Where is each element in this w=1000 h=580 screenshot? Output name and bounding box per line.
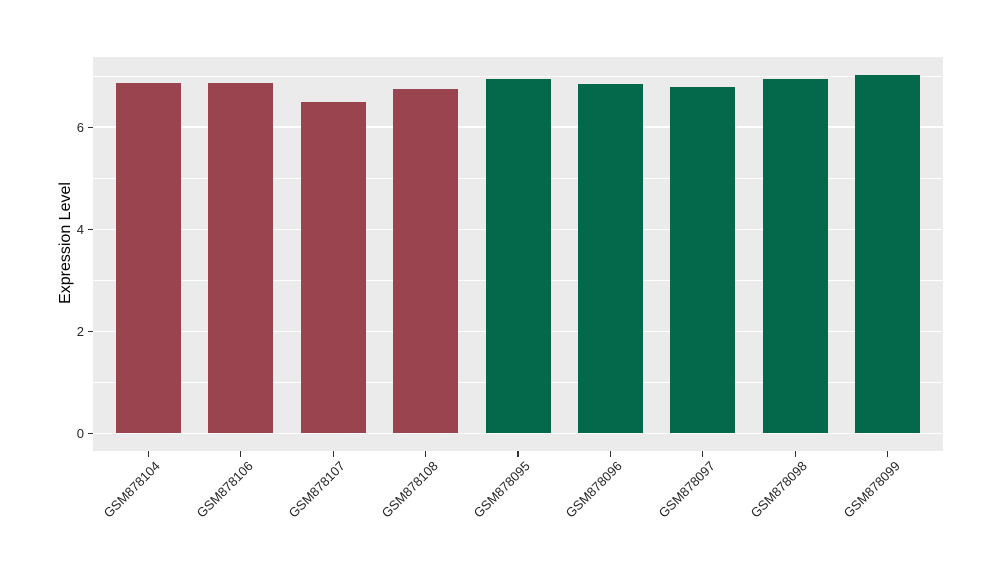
x-tick-label-GSM878104: GSM878104 [101,458,164,521]
bar-GSM878099 [855,74,921,434]
bar-GSM878098 [762,78,828,434]
x-tick-mark [424,451,427,457]
bar-GSM878096 [577,84,643,434]
y-tick-label: 6 [76,119,84,135]
x-tick-mark [886,451,889,457]
y-tick-label: 0 [76,426,84,441]
x-tick-mark [147,451,150,457]
x-tick-label-GSM878108: GSM878108 [378,458,441,521]
x-tick-mark [517,451,519,457]
major-gridline [93,432,943,435]
x-tick-label-GSM878096: GSM878096 [563,458,626,521]
x-tick-label-GSM878099: GSM878099 [840,458,903,521]
y-tick-mark [88,126,93,128]
x-tick-mark [609,451,612,457]
x-tick-label-GSM878107: GSM878107 [285,458,349,521]
x-tick-label-GSM878097: GSM878097 [655,458,718,521]
bar-GSM878097 [670,86,736,434]
y-tick-mark [88,330,93,333]
bar-GSM878108 [393,88,459,434]
y-tick-mark [88,432,93,435]
x-tick-label-GSM878098: GSM878098 [747,458,811,521]
bar-GSM878106 [208,83,274,434]
bar-GSM878107 [300,101,366,434]
bar-GSM878095 [485,79,551,434]
x-tick-mark [332,451,334,457]
x-tick-mark [794,451,796,457]
x-tick-mark [240,451,242,457]
x-tick-label-GSM878106: GSM878106 [193,458,256,521]
minor-gridline [93,75,943,77]
bar-GSM878104 [115,83,181,434]
y-axis-title: Expression Level [57,182,74,304]
y-tick-label: 2 [76,323,84,339]
y-tick-mark [88,228,93,230]
x-tick-mark [702,451,704,457]
y-tick-label: 4 [76,221,84,237]
